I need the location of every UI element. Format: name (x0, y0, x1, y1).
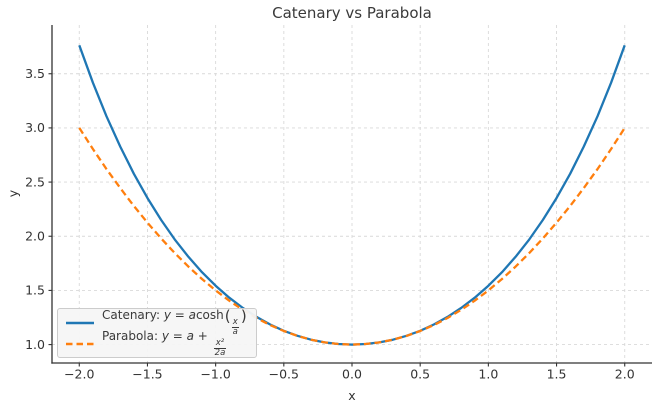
x-tick-label: 0.5 (410, 367, 430, 382)
y-tick-label: 2.5 (25, 174, 45, 189)
catenary-curve (78, 44, 626, 346)
legend-item-parabola: Parabola: y = a + x² 2a (65, 329, 247, 358)
y-tick-label: 3.5 (25, 66, 45, 81)
x-tick-label: −1.0 (200, 367, 230, 382)
y-axis-label: y (5, 189, 21, 198)
legend: Catenary: y = acosh(x a) Parabola: y = a … (57, 307, 257, 358)
parabola-line-swatch (66, 342, 94, 345)
x-tick-label: 1.5 (547, 367, 567, 382)
y-tick-label: 2.0 (25, 229, 45, 244)
y-tick-label: 1.0 (25, 337, 45, 352)
catenary-line-swatch (66, 321, 94, 324)
legend-label-parabola: Parabola: y = a + x² 2a (102, 329, 227, 359)
legend-label-catenary: Catenary: y = acosh(x a) (102, 306, 247, 338)
y-tick-label: 1.5 (25, 283, 45, 298)
x-tick-label: −0.5 (269, 367, 299, 382)
legend-item-catenary: Catenary: y = acosh(x a) (65, 307, 247, 337)
x-tick-label: −2.0 (64, 367, 94, 382)
x-tick-label: 1.0 (478, 367, 498, 382)
fraction-x2-over-2a: x² 2a (213, 337, 227, 359)
x-tick-label: 2.0 (615, 367, 635, 382)
parabola-curve (78, 127, 626, 346)
x-axis-label: x (348, 388, 356, 403)
x-tick-label: 0.0 (342, 367, 362, 382)
chart-title: Catenary vs Parabola (272, 4, 432, 22)
y-tick-label: 3.0 (25, 120, 45, 135)
x-tick-label: −1.5 (132, 367, 162, 382)
